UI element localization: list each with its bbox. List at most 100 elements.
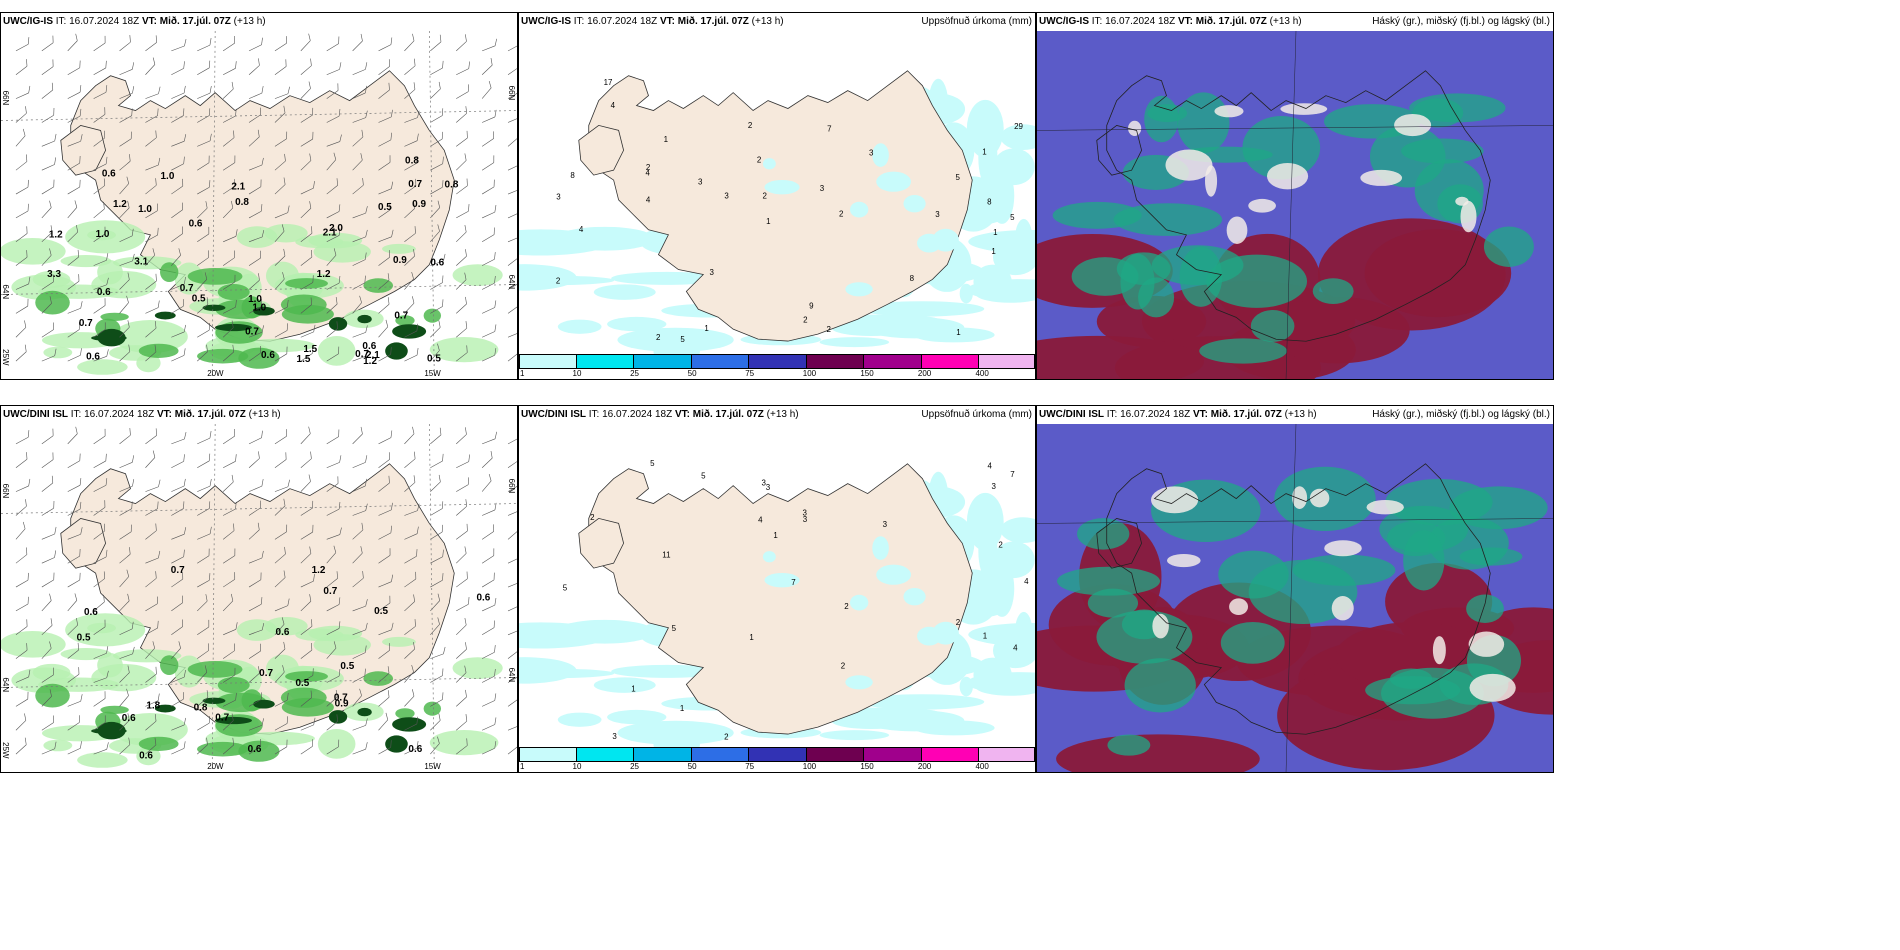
valid-time: Mið. 17.júl. 07Z — [174, 409, 246, 420]
precip-value: 2.0 — [329, 223, 343, 234]
wind-barb — [326, 455, 342, 469]
legend-label: 1 — [520, 369, 525, 378]
wind-barb — [222, 35, 236, 52]
wind-barb — [41, 593, 52, 612]
precip-value: 0.7 — [408, 179, 422, 190]
color-legend: 1 10 25 50 75 100 150 200 400 — [519, 354, 1035, 379]
precip-area — [555, 619, 655, 644]
wind-barb — [507, 530, 517, 540]
wind-barb — [93, 619, 106, 636]
map-cloud-cover[interactable] — [1037, 31, 1553, 379]
panel-dini-clouds: UWC/DINI ISL IT: 16.07.2024 18Z VT: Mið.… — [1036, 405, 1554, 773]
map-cloud-cover[interactable] — [1037, 424, 1553, 772]
wind-barb — [482, 717, 497, 731]
wind-barb — [15, 298, 29, 314]
map-accumulated-precip[interactable]: 1 1 1 1 1 2 2 3 3 3 4 4 5 5 7 7 11 3 3 2 2 2 2 5 4 5 4 3 3 — [519, 424, 1035, 747]
wind-barb — [145, 641, 155, 659]
wind-barb — [481, 572, 495, 588]
wind-barb — [456, 272, 467, 290]
wind-barb — [145, 737, 157, 755]
wind-barb — [222, 428, 236, 445]
wind-barb — [171, 348, 186, 362]
wind-barb — [41, 225, 53, 243]
field-title: Uppsöfnuð úrkoma (mm) — [921, 16, 1032, 27]
wind-barb — [352, 252, 367, 266]
precip-area — [452, 264, 503, 286]
wind-barb — [274, 524, 288, 540]
wind-barb — [67, 322, 80, 338]
precip-area — [97, 721, 126, 740]
map-precip-wind[interactable]: 20W 15W 66N 64N 66N 64N 25W 0.6 0.6 0.5 0.5 0.6 0.8 0… — [1, 31, 517, 379]
wind-barb — [456, 571, 468, 588]
precip-area — [328, 317, 348, 331]
wind-barb — [456, 249, 467, 266]
precip-value: 3 — [710, 268, 715, 277]
wind-barb — [197, 548, 210, 564]
clear-area — [1455, 196, 1469, 206]
precip-value: 3 — [698, 178, 703, 187]
precip-value: 2 — [803, 315, 808, 324]
wind-barb — [378, 59, 390, 75]
precip-area — [452, 657, 503, 679]
mid-cloud-area — [1379, 505, 1469, 553]
wind-barb — [481, 227, 495, 243]
legend-swatch — [576, 747, 635, 762]
iceland-land — [588, 70, 973, 342]
model-name: UWC/IG-IS — [3, 16, 53, 27]
clear-area — [1432, 636, 1446, 665]
legend-label: 25 — [630, 762, 640, 771]
wind-barb — [248, 430, 263, 445]
precip-area — [973, 657, 1012, 693]
map-accumulated-precip[interactable]: 1 1 1 1 1 1 2 2 3 3 2 3 4 4 2 5 3 3 3 2 1 2 2 2 2 4 5 5 7 8 9 8 8 17 29 4 3 — [519, 31, 1035, 354]
precip-value: 0.5 — [192, 293, 206, 304]
wind-barb — [41, 133, 57, 147]
precip-area — [872, 536, 889, 560]
precip-area — [217, 284, 250, 301]
wind-barb — [171, 527, 187, 540]
legend-frame — [519, 747, 1035, 762]
graticule — [1037, 125, 1553, 131]
wind-barb — [507, 509, 517, 516]
precip-value: 1.8 — [146, 700, 160, 711]
map-precip-wind[interactable]: 20W 15W 66N 64N 66N 64N 25W 0.5 0.5 0.7 0.7 0.6 0.9 0… — [1, 424, 517, 772]
wind-barb — [171, 178, 184, 195]
legend-frame — [519, 354, 1035, 369]
wind-barb — [93, 277, 109, 290]
precip-value: 0.5 — [296, 678, 310, 689]
precip-area — [762, 158, 776, 170]
wind-barb — [171, 741, 186, 755]
wind-barb — [482, 109, 497, 123]
precip-value: 1 — [991, 247, 996, 256]
wind-barb — [41, 274, 54, 290]
legend-swatch — [519, 354, 577, 369]
wind-barb — [41, 452, 54, 468]
wind-barb — [222, 737, 234, 755]
wind-barb — [41, 296, 52, 314]
wind-barb — [248, 718, 264, 731]
mid-cloud-area — [1199, 338, 1287, 364]
wind-barb — [274, 479, 290, 492]
wind-barb — [67, 478, 82, 492]
wind-barb — [197, 501, 211, 516]
precip-area — [160, 655, 179, 675]
precip-area — [555, 226, 655, 251]
precip-value: 0.6 — [139, 750, 153, 761]
precip-value: 3 — [820, 184, 825, 193]
precip-value: 0.6 — [261, 350, 275, 361]
precip-value: 3 — [869, 148, 874, 157]
wind-barb — [300, 474, 311, 492]
model-name: UWC/DINI ISL — [3, 409, 68, 420]
wind-barb — [67, 60, 81, 76]
wind-barb — [41, 667, 54, 683]
precip-area — [519, 657, 577, 684]
wind-barb — [171, 226, 183, 243]
mid-cloud-area — [1403, 530, 1445, 591]
wind-barb — [300, 690, 312, 707]
precip-value: 0.7 — [171, 565, 185, 576]
wind-barb — [67, 548, 81, 564]
precip-area — [872, 143, 889, 167]
wind-barb — [248, 229, 265, 243]
wind-barb — [507, 649, 517, 659]
wind-barb — [430, 131, 443, 147]
wind-barb — [145, 108, 159, 123]
